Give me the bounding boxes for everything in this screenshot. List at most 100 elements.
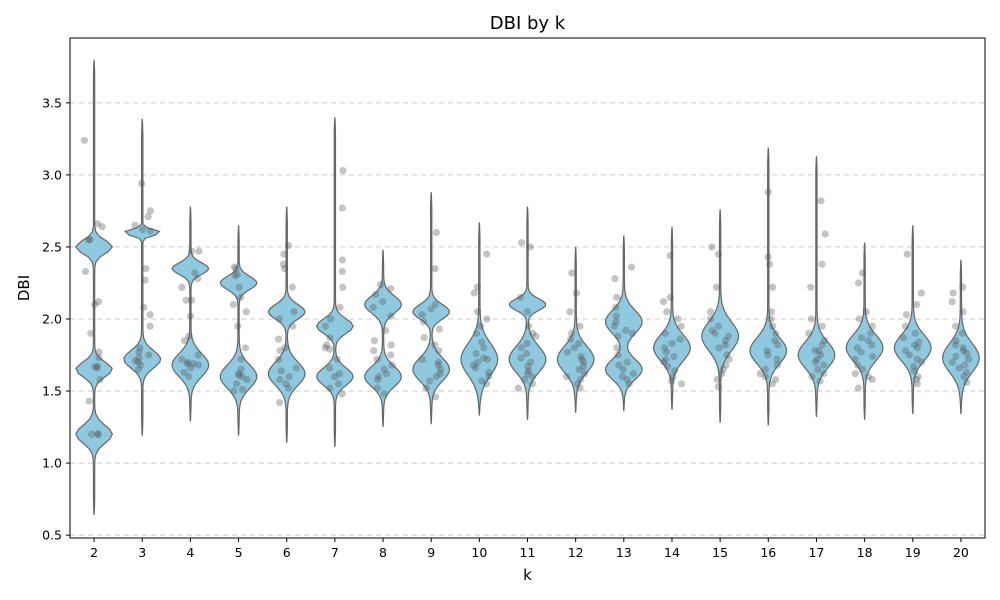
data-point — [910, 362, 918, 371]
data-point — [816, 377, 824, 385]
data-point — [773, 355, 781, 363]
data-point — [627, 263, 636, 271]
data-point — [183, 360, 191, 368]
data-point — [331, 373, 339, 381]
data-point — [818, 322, 826, 330]
data-point — [948, 358, 956, 366]
data-point — [664, 362, 672, 371]
y-tick-label: 2.0 — [42, 311, 62, 326]
data-point — [194, 361, 203, 369]
y-tick-label: 2.5 — [42, 239, 62, 254]
data-point — [623, 358, 631, 366]
data-point — [472, 364, 480, 372]
y-tick-label: 3.0 — [42, 167, 62, 182]
data-point — [661, 344, 669, 352]
data-point — [952, 352, 960, 361]
data-point — [707, 315, 715, 323]
data-point — [326, 334, 334, 342]
data-point — [905, 351, 914, 359]
data-point — [576, 322, 584, 330]
data-point — [676, 335, 684, 343]
data-point — [568, 269, 576, 277]
data-point — [622, 326, 630, 335]
data-point — [858, 269, 867, 277]
data-point — [959, 344, 967, 352]
data-point — [862, 308, 870, 316]
data-point — [818, 341, 826, 349]
data-point — [527, 358, 535, 366]
data-point — [289, 322, 297, 330]
data-point — [518, 239, 526, 247]
data-point — [674, 315, 682, 323]
data-point — [478, 338, 486, 346]
data-point — [903, 250, 911, 258]
data-point — [480, 354, 488, 362]
data-point — [771, 336, 779, 345]
data-point — [817, 197, 825, 205]
data-point — [237, 293, 245, 301]
data-point — [238, 385, 247, 394]
data-point — [483, 355, 491, 363]
violin-k14 — [653, 226, 691, 410]
data-point — [184, 358, 192, 366]
data-point — [959, 347, 968, 355]
x-tick-label: 11 — [520, 545, 536, 560]
data-point — [191, 269, 199, 277]
data-point — [338, 256, 346, 264]
data-point — [138, 226, 147, 234]
data-point — [335, 370, 344, 378]
data-point — [864, 336, 872, 345]
data-point — [958, 329, 967, 337]
data-point — [379, 298, 387, 306]
data-point — [952, 322, 960, 330]
violin-k15 — [701, 209, 740, 423]
data-point — [807, 283, 815, 291]
data-point — [434, 361, 442, 369]
data-point — [813, 355, 821, 363]
data-point — [370, 336, 378, 345]
data-point — [857, 334, 866, 342]
data-point — [237, 365, 245, 374]
data-point — [659, 298, 668, 306]
data-point — [437, 365, 445, 374]
data-point — [855, 315, 864, 323]
data-point — [868, 375, 876, 384]
data-point — [614, 332, 622, 340]
violin-k17 — [797, 156, 836, 418]
data-point — [88, 430, 96, 438]
data-point — [277, 367, 285, 375]
data-point — [80, 136, 89, 144]
data-point — [524, 370, 532, 378]
data-point — [913, 375, 921, 384]
data-point — [237, 355, 245, 363]
data-point — [528, 380, 536, 388]
data-point — [523, 339, 531, 348]
data-point — [868, 322, 876, 330]
data-point — [613, 293, 621, 301]
data-point — [281, 264, 289, 273]
data-point — [767, 308, 776, 316]
data-point — [714, 322, 723, 330]
data-point — [955, 364, 963, 372]
data-point — [901, 322, 909, 330]
data-point — [483, 315, 491, 323]
data-point — [131, 221, 139, 229]
data-point — [380, 365, 388, 374]
data-point — [326, 364, 334, 372]
violins — [74, 59, 980, 515]
data-point — [917, 289, 925, 297]
data-point — [94, 430, 102, 438]
data-point — [134, 358, 142, 366]
data-point — [854, 384, 862, 392]
data-point — [820, 370, 828, 378]
data-point — [427, 305, 435, 313]
data-point — [811, 358, 819, 366]
data-point — [629, 370, 637, 378]
data-point — [963, 349, 971, 358]
data-point — [374, 373, 383, 381]
data-point — [87, 329, 95, 337]
data-point — [321, 344, 329, 352]
data-point — [661, 329, 669, 337]
data-point — [241, 344, 250, 352]
